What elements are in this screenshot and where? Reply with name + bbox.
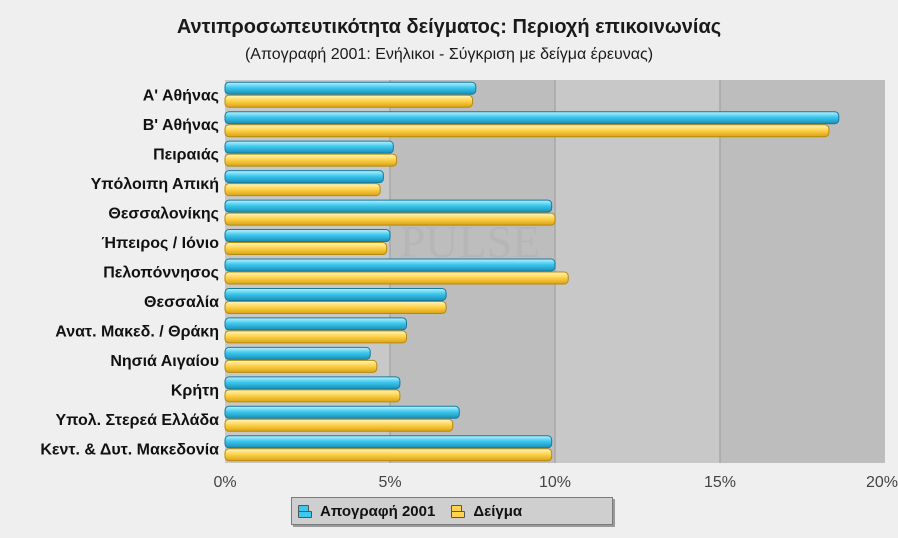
category-label: Θεσσαλία [144,294,219,311]
bar-census [224,317,407,331]
category-label: Κεντ. & Δυτ. Μακεδονία [40,441,219,458]
bar-sample [224,300,447,314]
category-label: Ήπειρος / Ιόνιο [102,235,220,252]
x-tick-label: 20% [866,474,898,491]
bar-sample [224,124,830,138]
bar-census [224,81,477,95]
category-label: Θεσσαλονίκης [108,206,219,223]
legend-item-census: Απογραφή 2001 [298,503,435,520]
bar-census [224,346,371,360]
bar-census [224,258,556,272]
sample-swatch-icon [451,504,466,518]
category-label: Νησιά Αιγαίου [110,353,219,370]
chart-title: Αντιπροσωπευτικότητα δείγματος: Περιοχή … [176,16,722,38]
plot-band [720,80,885,463]
category-label: Β' Αθήνας [143,117,219,134]
x-tick-label: 10% [539,474,571,491]
bar-sample [224,94,473,108]
bar-sample [224,418,454,432]
bar-sample [224,359,378,373]
bar-census [224,229,391,243]
x-tick-label: 5% [378,474,401,491]
plot-band [555,80,720,463]
bar-sample [224,389,401,403]
census-swatch-icon [298,504,312,518]
bar-sample [224,448,553,462]
bar-sample [224,242,388,256]
bar-census [224,140,394,154]
bar-sample [224,183,381,197]
category-label: Κρήτη [171,382,219,399]
bar-census [224,287,447,301]
bar-census [224,435,553,449]
bar-census [224,199,553,213]
bar-sample [224,212,556,226]
category-label: Ανατ. Μακεδ. / Θράκη [55,323,219,340]
x-tick-label: 0% [213,474,236,491]
category-label: Α' Αθήνας [143,88,219,105]
category-label: Πελοπόννησος [103,265,219,282]
x-tick-label: 15% [704,474,736,491]
category-label: Υπολ. Στερεά Ελλάδα [55,412,219,429]
legend-label-sample: Δείγμα [473,502,523,520]
bar-census [224,405,460,419]
chart-subtitle: (Απογραφή 2001: Ενήλικοι - Σύγκριση με δ… [244,46,654,63]
bar-sample [224,271,569,285]
legend-label-census: Απογραφή 2001 [320,502,436,520]
category-label: Υπόλοιπη Απική [91,176,219,193]
bar-sample [224,330,407,344]
bar-census [224,111,840,125]
chart-legend: Απογραφή 2001 Δείγμα [291,497,613,525]
bar-sample [224,153,398,167]
legend-item-sample: Δείγμα [451,503,522,520]
category-label: Πειραιάς [153,147,219,164]
bar-census [224,170,384,184]
bar-census [224,376,401,390]
